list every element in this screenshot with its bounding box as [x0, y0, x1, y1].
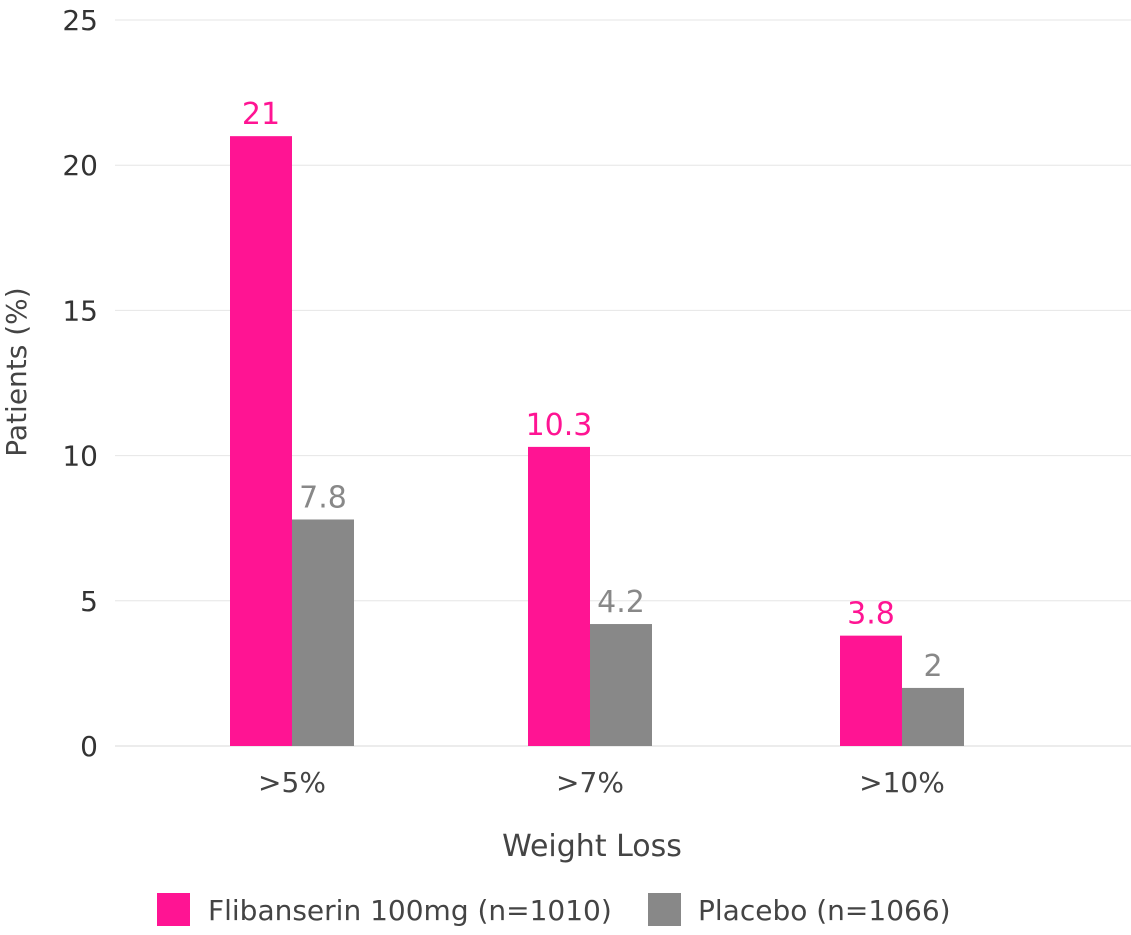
y-tick-label: 25	[62, 4, 98, 37]
x-tick-label: >5%	[258, 766, 326, 799]
data-label-flibanserin-1: 10.3	[526, 408, 593, 443]
data-label-placebo-0: 7.8	[299, 480, 347, 515]
bar-flibanserin-2	[840, 635, 902, 746]
bar-placebo-2	[902, 687, 964, 746]
bars	[230, 136, 964, 746]
y-tick-label: 20	[62, 149, 98, 182]
x-axis-title: Weight Loss	[502, 829, 682, 864]
y-tick-label: 0	[80, 730, 98, 763]
y-tick-label: 5	[80, 585, 98, 618]
bar-flibanserin-0	[230, 136, 292, 746]
data-label-placebo-1: 4.2	[597, 585, 645, 620]
legend-label-flibanserin: Flibanserin 100mg (n=1010)	[208, 894, 612, 927]
y-tick-label: 15	[62, 294, 98, 327]
y-tick-label: 10	[62, 440, 98, 473]
data-labels: 21 7.8 10.3 4.2 3.8 2	[242, 97, 943, 684]
data-label-flibanserin-0: 21	[242, 97, 280, 132]
legend-label-placebo: Placebo (n=1066)	[698, 894, 951, 927]
data-label-flibanserin-2: 3.8	[847, 597, 895, 632]
legend-swatch-flibanserin	[157, 893, 190, 926]
bar-placebo-0	[292, 519, 354, 746]
y-axis-ticks: 0 5 10 15 20 25	[62, 4, 98, 763]
bar-placebo-1	[590, 624, 652, 746]
bar-flibanserin-1	[528, 446, 590, 746]
x-axis-ticks: >5% >7% >10%	[258, 766, 945, 799]
y-axis-title: Patients (%)	[0, 287, 33, 456]
x-tick-label: >7%	[556, 766, 624, 799]
legend-swatch-placebo	[648, 893, 681, 926]
x-tick-label: >10%	[859, 766, 945, 799]
data-label-placebo-2: 2	[923, 649, 942, 684]
legend: Flibanserin 100mg (n=1010) Placebo (n=106…	[157, 893, 951, 927]
